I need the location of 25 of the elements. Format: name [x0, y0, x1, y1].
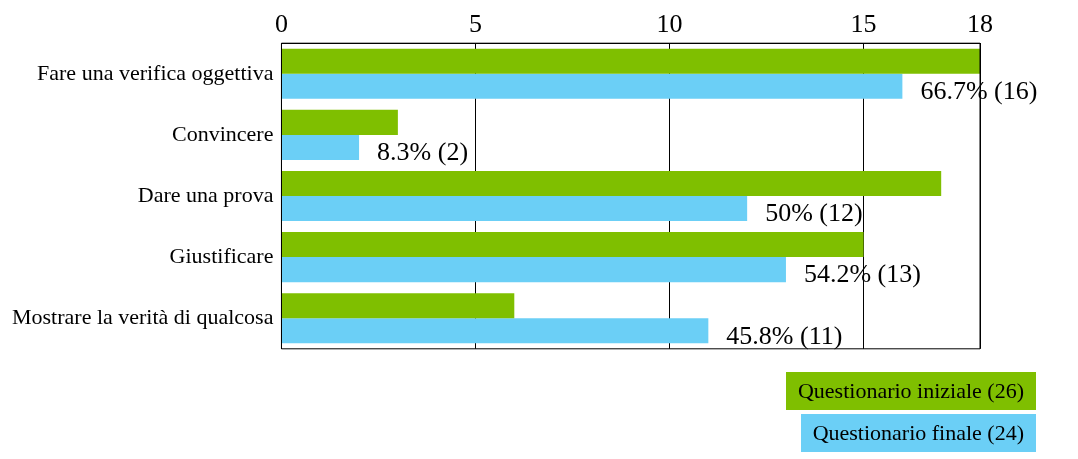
bar: [281, 109, 398, 135]
y-tick-label: Dare una prova: [137, 181, 274, 207]
y-tick-label: Giustificare: [169, 242, 274, 268]
text: Questionario finale (24): [800, 414, 1036, 452]
bar: [281, 134, 360, 160]
bar: [281, 318, 709, 344]
y-tick-label: Convincere: [172, 120, 274, 146]
y-tick-label: Mostrare la verità di qualcosa: [11, 304, 274, 330]
x-tick-label: 5: [468, 9, 482, 39]
bar: [281, 293, 515, 319]
bar: [281, 196, 748, 222]
text: Questionario iniziale (26): [785, 372, 1036, 410]
data-label: 8.3% (2): [377, 137, 469, 167]
x-tick-label: 15: [850, 9, 877, 39]
data-label: 50% (12): [765, 198, 863, 228]
y-tick-label: Fare una verifica oggettiva: [37, 59, 274, 85]
x-tick-label: 0: [274, 9, 288, 39]
data-label: 45.8% (11): [726, 320, 843, 350]
bar: [281, 170, 942, 196]
bar: [281, 257, 786, 283]
bar: [281, 73, 903, 99]
x-tick-label: 10: [656, 9, 683, 39]
x-tick-label: 18: [967, 9, 993, 39]
bar: [281, 232, 864, 258]
bar: [281, 48, 980, 74]
